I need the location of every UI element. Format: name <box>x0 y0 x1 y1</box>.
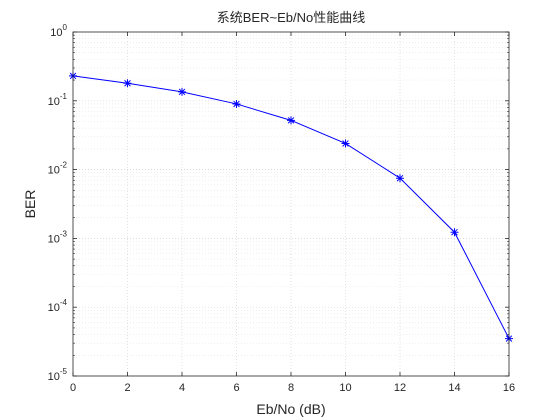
x-tick-label: 8 <box>288 382 294 394</box>
y-axis-label: BER <box>22 190 38 219</box>
y-tick-label: 10-3 <box>48 229 68 245</box>
ber-data-point <box>178 87 186 96</box>
y-tick-label: 10-5 <box>48 367 68 383</box>
x-tick-label: 6 <box>233 382 239 394</box>
x-tick-label: 14 <box>448 382 460 394</box>
ber-data-point <box>396 174 404 183</box>
y-tick-label: 100 <box>50 23 67 39</box>
x-tick-label: 4 <box>179 382 185 394</box>
ber-data-point <box>287 116 295 125</box>
x-tick-label: 2 <box>124 382 130 394</box>
y-tick-label: 10-4 <box>48 298 68 314</box>
grid-lines <box>73 32 509 376</box>
ber-data-point <box>232 99 241 108</box>
x-tick-label: 10 <box>339 382 351 394</box>
x-tick-label: 0 <box>70 382 76 394</box>
y-tick-label: 10-1 <box>48 92 68 108</box>
x-tick-label: 12 <box>394 382 406 394</box>
ber-data-point <box>450 228 459 237</box>
axis-ticks: 0 2 4 6 8 10 12 14 16 10-5 10-4 10-3 10-2 10-1 100 <box>48 23 516 394</box>
x-axis-label: Eb/No (dB) <box>256 401 325 417</box>
y-tick-label: 10-2 <box>48 161 68 177</box>
ber-data-point <box>123 79 132 88</box>
x-tick-label: 16 <box>503 382 515 394</box>
chart-title: 系统BER~Eb/No性能曲线 <box>217 10 365 25</box>
ber-data-point <box>341 139 350 148</box>
